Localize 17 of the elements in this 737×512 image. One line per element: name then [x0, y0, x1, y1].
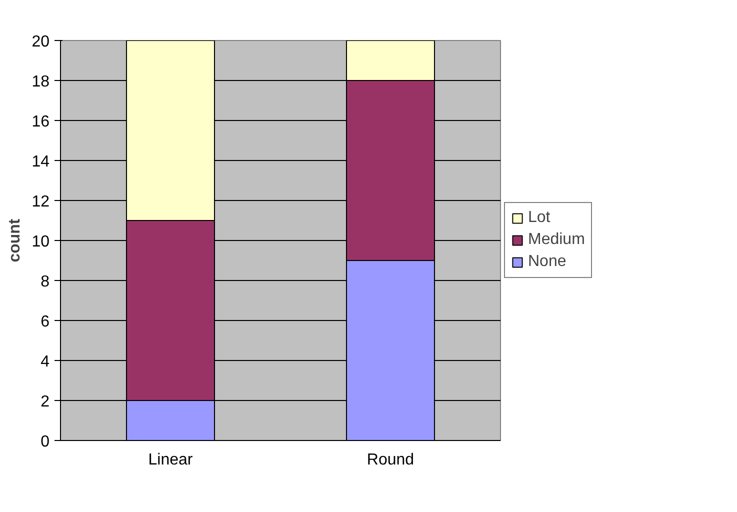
y-tick-label: 18 — [32, 74, 50, 90]
x-tick-label: Round — [366, 452, 414, 468]
y-tick-label: 6 — [40, 314, 50, 330]
legend-label: Lot — [528, 209, 550, 227]
y-axis-title: count — [6, 218, 24, 262]
y-tick-label: 4 — [40, 354, 50, 370]
y-tick-label: 0 — [40, 434, 50, 450]
y-tick-label: 10 — [32, 234, 50, 250]
y-tick-label: 12 — [32, 194, 50, 210]
x-tick-label: Linear — [148, 452, 194, 468]
y-tick-label: 16 — [32, 114, 50, 130]
y-tick-label: 8 — [40, 274, 50, 290]
legend-label: Medium — [528, 231, 585, 249]
legend-label: None — [528, 253, 566, 271]
y-tick-label: 2 — [40, 394, 50, 410]
y-tick-label: 14 — [32, 154, 50, 170]
y-tick-label: 20 — [32, 34, 50, 50]
